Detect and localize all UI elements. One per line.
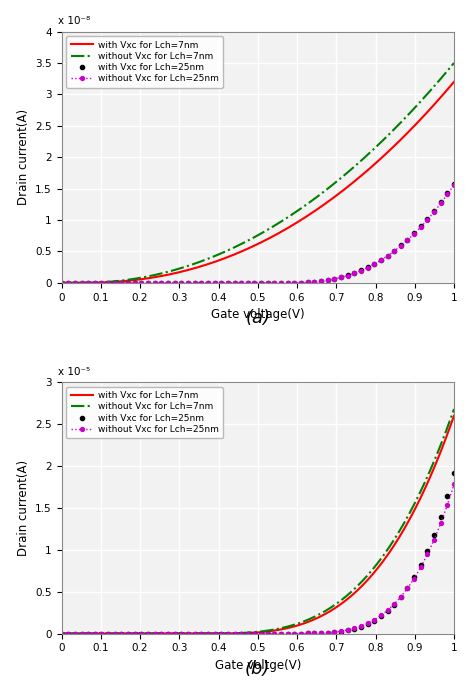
with Vxc for Lch=7nm bbox=[78, 279, 84, 287]
without Vxc for Lch=25nm bbox=[451, 480, 457, 489]
without Vxc for Lch=25nm bbox=[172, 629, 177, 638]
with Vxc for Lch=7nm bbox=[451, 412, 457, 420]
with Vxc for Lch=7nm bbox=[294, 622, 300, 630]
without Vxc for Lch=25nm bbox=[125, 279, 131, 287]
Line: with Vxc for Lch=7nm: with Vxc for Lch=7nm bbox=[62, 82, 454, 283]
Line: with Vxc for Lch=25nm: with Vxc for Lch=25nm bbox=[59, 182, 456, 285]
without Vxc for Lch=7nm bbox=[292, 620, 298, 629]
without Vxc for Lch=25nm bbox=[172, 279, 177, 287]
with Vxc for Lch=25nm bbox=[172, 279, 177, 287]
with Vxc for Lch=7nm bbox=[391, 542, 396, 550]
Line: with Vxc for Lch=7nm: with Vxc for Lch=7nm bbox=[62, 416, 454, 633]
Line: with Vxc for Lch=25nm: with Vxc for Lch=25nm bbox=[59, 471, 456, 635]
with Vxc for Lch=25nm bbox=[172, 629, 177, 638]
with Vxc for Lch=25nm bbox=[305, 629, 310, 638]
without Vxc for Lch=7nm bbox=[451, 405, 457, 413]
with Vxc for Lch=7nm bbox=[300, 620, 306, 628]
without Vxc for Lch=7nm bbox=[201, 629, 206, 638]
without Vxc for Lch=7nm bbox=[294, 620, 300, 628]
without Vxc for Lch=7nm bbox=[416, 100, 421, 108]
with Vxc for Lch=7nm bbox=[59, 629, 64, 638]
with Vxc for Lch=25nm bbox=[59, 629, 64, 638]
without Vxc for Lch=25nm bbox=[158, 629, 164, 638]
without Vxc for Lch=25nm bbox=[305, 629, 310, 638]
with Vxc for Lch=7nm bbox=[294, 218, 300, 227]
Line: without Vxc for Lch=25nm: without Vxc for Lch=25nm bbox=[60, 482, 456, 635]
without Vxc for Lch=7nm bbox=[59, 279, 64, 287]
with Vxc for Lch=7nm bbox=[59, 279, 64, 287]
without Vxc for Lch=7nm bbox=[300, 617, 306, 626]
Legend: with Vxc for Lch=7nm, without Vxc for Lch=7nm, with Vxc for Lch=25nm, without Vx: with Vxc for Lch=7nm, without Vxc for Lc… bbox=[66, 387, 223, 439]
with Vxc for Lch=25nm bbox=[185, 629, 191, 638]
X-axis label: Gate voltge(V): Gate voltge(V) bbox=[215, 659, 301, 672]
Line: without Vxc for Lch=7nm: without Vxc for Lch=7nm bbox=[62, 63, 454, 283]
with Vxc for Lch=7nm bbox=[416, 117, 421, 125]
with Vxc for Lch=7nm bbox=[300, 215, 306, 223]
with Vxc for Lch=25nm bbox=[59, 279, 64, 287]
Line: without Vxc for Lch=25nm: without Vxc for Lch=25nm bbox=[60, 183, 456, 285]
with Vxc for Lch=25nm bbox=[305, 279, 310, 287]
Line: without Vxc for Lch=7nm: without Vxc for Lch=7nm bbox=[62, 409, 454, 633]
without Vxc for Lch=25nm bbox=[185, 279, 191, 287]
with Vxc for Lch=25nm bbox=[192, 279, 198, 287]
without Vxc for Lch=25nm bbox=[451, 181, 457, 189]
with Vxc for Lch=25nm bbox=[158, 629, 164, 638]
with Vxc for Lch=25nm bbox=[451, 179, 457, 188]
without Vxc for Lch=7nm bbox=[294, 207, 300, 216]
Y-axis label: Drain current(A): Drain current(A) bbox=[17, 459, 30, 556]
with Vxc for Lch=7nm bbox=[60, 629, 66, 638]
with Vxc for Lch=25nm bbox=[185, 279, 191, 287]
X-axis label: Gate voltage(V): Gate voltage(V) bbox=[211, 308, 305, 321]
without Vxc for Lch=25nm bbox=[305, 279, 310, 287]
with Vxc for Lch=25nm bbox=[125, 629, 131, 638]
with Vxc for Lch=7nm bbox=[292, 622, 298, 631]
with Vxc for Lch=25nm bbox=[158, 279, 164, 287]
without Vxc for Lch=7nm bbox=[292, 208, 298, 216]
with Vxc for Lch=7nm bbox=[60, 279, 66, 287]
with Vxc for Lch=25nm bbox=[192, 629, 198, 638]
with Vxc for Lch=25nm bbox=[125, 279, 131, 287]
without Vxc for Lch=7nm bbox=[60, 279, 66, 287]
without Vxc for Lch=25nm bbox=[192, 279, 198, 287]
without Vxc for Lch=7nm bbox=[300, 203, 306, 211]
without Vxc for Lch=7nm bbox=[391, 125, 396, 134]
with Vxc for Lch=7nm bbox=[391, 142, 396, 150]
with Vxc for Lch=25nm bbox=[451, 468, 457, 477]
without Vxc for Lch=25nm bbox=[125, 629, 131, 638]
Text: x 10⁻⁵: x 10⁻⁵ bbox=[58, 367, 90, 377]
Text: (a): (a) bbox=[246, 309, 270, 327]
without Vxc for Lch=7nm bbox=[391, 536, 396, 545]
without Vxc for Lch=25nm bbox=[192, 629, 198, 638]
with Vxc for Lch=7nm bbox=[209, 629, 214, 638]
Legend: with Vxc for Lch=7nm, without Vxc for Lch=7nm, with Vxc for Lch=25nm, without Vx: with Vxc for Lch=7nm, without Vxc for Lc… bbox=[66, 36, 223, 88]
without Vxc for Lch=25nm bbox=[59, 279, 64, 287]
without Vxc for Lch=25nm bbox=[185, 629, 191, 638]
without Vxc for Lch=7nm bbox=[416, 491, 421, 500]
Text: (b): (b) bbox=[245, 660, 271, 678]
without Vxc for Lch=7nm bbox=[78, 279, 84, 287]
with Vxc for Lch=7nm bbox=[416, 498, 421, 506]
without Vxc for Lch=25nm bbox=[59, 629, 64, 638]
with Vxc for Lch=7nm bbox=[451, 78, 457, 86]
without Vxc for Lch=7nm bbox=[451, 59, 457, 67]
without Vxc for Lch=25nm bbox=[158, 279, 164, 287]
Text: x 10⁻⁸: x 10⁻⁸ bbox=[58, 17, 90, 26]
without Vxc for Lch=7nm bbox=[60, 629, 66, 638]
with Vxc for Lch=7nm bbox=[292, 220, 298, 228]
without Vxc for Lch=7nm bbox=[59, 629, 64, 638]
Y-axis label: Drain current(A): Drain current(A) bbox=[17, 109, 30, 205]
